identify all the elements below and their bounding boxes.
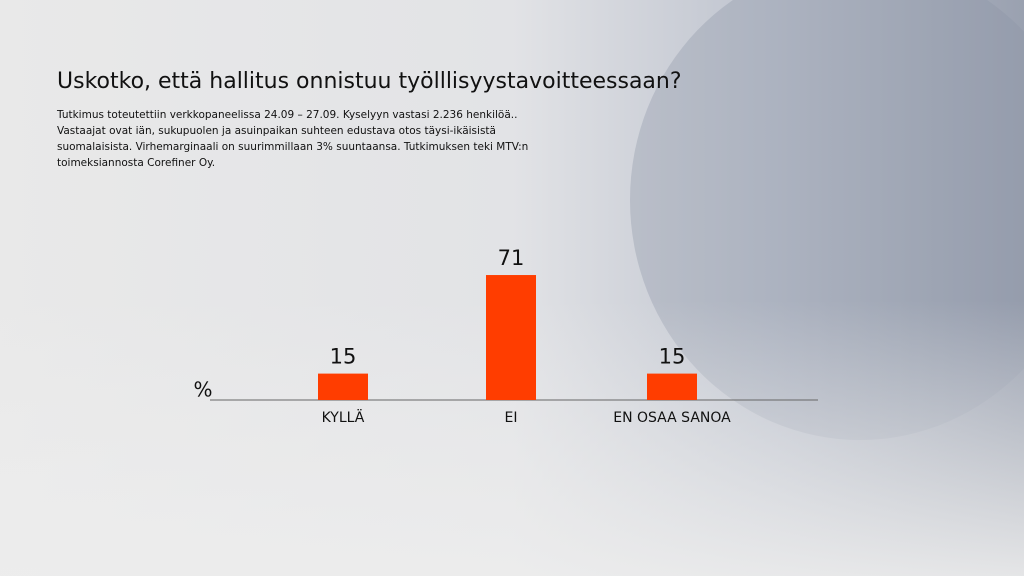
bar bbox=[486, 275, 536, 400]
value-label: 15 bbox=[659, 345, 686, 369]
bar bbox=[647, 373, 697, 400]
value-label: 15 bbox=[330, 345, 357, 369]
subtitle-line: Tutkimus toteutettiin verkkopaneelissa 2… bbox=[56, 109, 517, 121]
category-label: EI bbox=[505, 410, 518, 426]
value-label: 71 bbox=[498, 246, 525, 270]
subtitle-line: suomalaisista. Virhemarginaali on suurim… bbox=[57, 141, 528, 153]
bar bbox=[318, 373, 368, 400]
subtitle-line: toimeksiannosta Corefiner Oy. bbox=[57, 157, 215, 169]
subtitle-line: Vastaajat ovat iän, sukupuolen ja asuinp… bbox=[57, 125, 496, 137]
category-label: EN OSAA SANOA bbox=[613, 410, 731, 426]
chart-title: Uskotko, että hallitus onnistuu työlllis… bbox=[57, 69, 682, 94]
category-label: KYLLÄ bbox=[322, 408, 365, 426]
unit-label: % bbox=[193, 378, 212, 402]
